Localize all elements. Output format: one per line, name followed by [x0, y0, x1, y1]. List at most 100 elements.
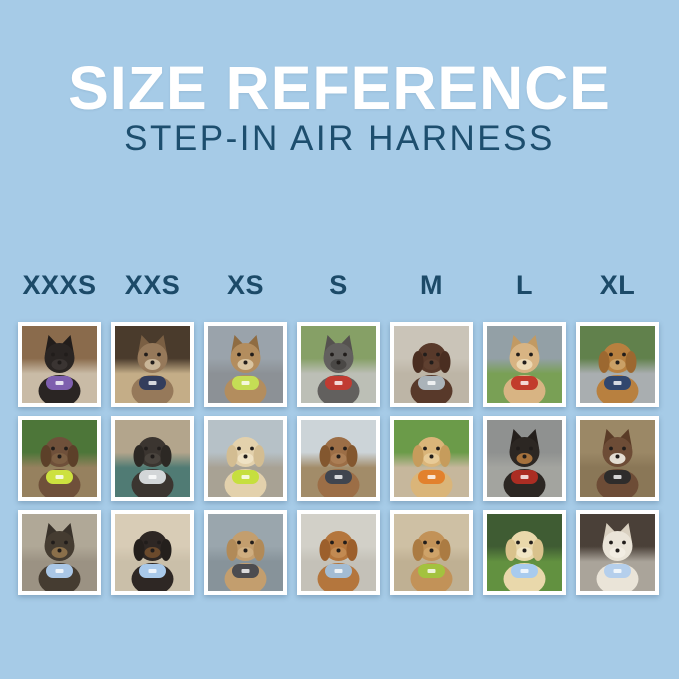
- size-label-xl: XL: [599, 270, 636, 300]
- dog-illustration: [38, 437, 81, 497]
- harness-label: [55, 381, 64, 385]
- pet-eye: [436, 540, 440, 545]
- dog-illustration: [596, 343, 639, 403]
- size-label-xxxs: XXXS: [22, 270, 97, 300]
- harness-label: [334, 569, 343, 573]
- pet-nose: [57, 454, 62, 459]
- size-label-xs: XS: [226, 270, 265, 300]
- photo-m-row1: [390, 322, 473, 407]
- harness-label: [613, 569, 622, 573]
- size-label-s: S: [329, 270, 348, 300]
- pet-eye: [343, 352, 347, 357]
- pet-photo: [394, 420, 469, 497]
- dog-illustration: [503, 429, 546, 497]
- pet-photo: [115, 514, 190, 591]
- harness-label: [427, 475, 436, 479]
- pet-nose: [57, 360, 62, 365]
- pet-nose: [615, 548, 620, 553]
- cat-illustration: [131, 335, 174, 403]
- size-label-m: M: [420, 270, 443, 300]
- pet-eye: [343, 446, 347, 451]
- pet-eye: [157, 540, 161, 545]
- pet-nose: [615, 360, 620, 365]
- pet-eye: [330, 352, 334, 357]
- dog-illustration: [224, 437, 267, 497]
- pet-eye: [51, 540, 55, 545]
- page-subtitle: STEP-IN AIR HARNESS: [124, 119, 555, 158]
- pet-eye: [144, 446, 148, 451]
- pet-eye: [144, 540, 148, 545]
- photo-xs-row2: [204, 416, 287, 501]
- pet-photo: [22, 514, 97, 591]
- pet-eye: [609, 352, 613, 357]
- pet-photo: [22, 420, 97, 497]
- pet-nose: [522, 548, 527, 553]
- harness-label: [148, 569, 157, 573]
- pet-eye: [622, 352, 626, 357]
- photo-xxs-row1: [111, 322, 194, 407]
- pet-eye: [330, 540, 334, 545]
- pet-eye: [51, 446, 55, 451]
- photo-s-row3: [297, 510, 380, 595]
- harness-label: [241, 381, 250, 385]
- photo-l-row2: [483, 416, 566, 501]
- harness-label: [613, 475, 622, 479]
- photo-xxs-row2: [111, 416, 194, 501]
- pet-eye: [436, 352, 440, 357]
- photo-m-row3: [390, 510, 473, 595]
- pet-eye: [609, 446, 613, 451]
- pet-nose: [336, 454, 341, 459]
- harness-label: [427, 381, 436, 385]
- photo-m-row2: [390, 416, 473, 501]
- pet-nose: [429, 454, 434, 459]
- pet-nose: [522, 454, 527, 459]
- pet-eye: [64, 352, 68, 357]
- cat-illustration: [38, 335, 81, 403]
- pet-nose: [336, 360, 341, 365]
- harness-label: [520, 381, 529, 385]
- dog-illustration: [410, 343, 453, 403]
- photo-xxxs-row3: [18, 510, 101, 595]
- photo-l-row3: [483, 510, 566, 595]
- dog-illustration: [410, 437, 453, 497]
- photo-xs-row3: [204, 510, 287, 595]
- pet-eye: [144, 352, 148, 357]
- pet-eye: [250, 446, 254, 451]
- photo-l-row1: [483, 322, 566, 407]
- pet-eye: [64, 540, 68, 545]
- dog-illustration: [503, 335, 546, 403]
- pet-photo: [208, 514, 283, 591]
- pet-photo: [580, 326, 655, 403]
- photo-xl-row3: [576, 510, 659, 595]
- pet-eye: [609, 540, 613, 545]
- harness-label: [334, 381, 343, 385]
- photo-xl-row2: [576, 416, 659, 501]
- pet-photo: [487, 326, 562, 403]
- harness-label: [613, 381, 622, 385]
- pet-photo: [115, 420, 190, 497]
- pet-eye: [157, 446, 161, 451]
- pet-eye: [237, 446, 241, 451]
- harness-label: [55, 475, 64, 479]
- pet-eye: [250, 352, 254, 357]
- pet-eye: [51, 352, 55, 357]
- dog-illustration: [410, 531, 453, 591]
- pet-eye: [622, 446, 626, 451]
- pet-nose: [150, 548, 155, 553]
- pet-nose: [243, 360, 248, 365]
- pet-eye: [529, 446, 533, 451]
- dog-illustration: [131, 437, 174, 497]
- pet-nose: [522, 360, 527, 365]
- pet-eye: [436, 446, 440, 451]
- harness-label: [148, 381, 157, 385]
- harness-label: [241, 475, 250, 479]
- dog-illustration: [131, 531, 174, 591]
- pet-nose: [150, 360, 155, 365]
- pet-photo: [487, 420, 562, 497]
- pet-eye: [423, 352, 427, 357]
- pet-nose: [150, 454, 155, 459]
- photo-s-row2: [297, 416, 380, 501]
- dog-illustration: [596, 523, 639, 591]
- pet-nose: [429, 360, 434, 365]
